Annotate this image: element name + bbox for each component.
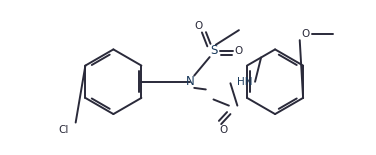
Text: O: O	[302, 29, 310, 39]
Text: HN: HN	[237, 77, 252, 87]
Text: S: S	[210, 44, 217, 58]
Text: Cl: Cl	[58, 125, 68, 135]
Text: O: O	[194, 21, 202, 31]
Text: N: N	[186, 75, 195, 88]
Text: O: O	[219, 125, 227, 135]
Text: O: O	[235, 46, 243, 56]
